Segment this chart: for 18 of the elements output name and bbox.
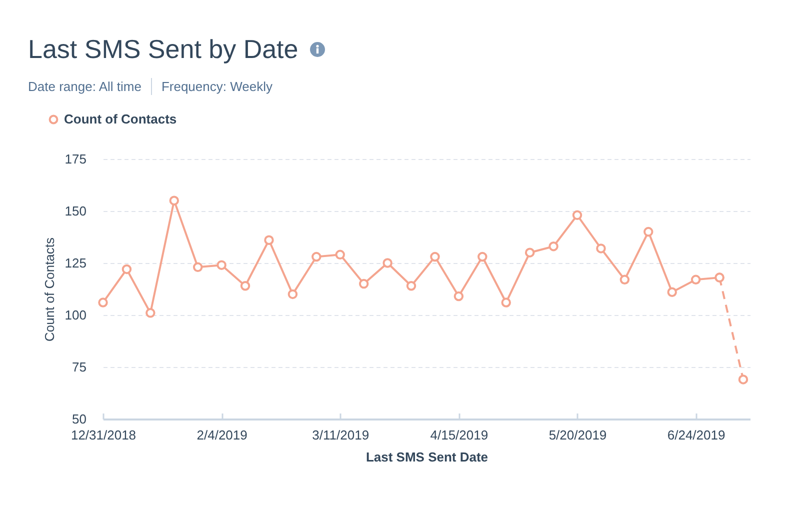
legend-label: Count of Contacts	[64, 112, 177, 126]
x-tick-label: 12/31/2018	[70, 428, 136, 442]
chart-title: Last SMS Sent by Date	[28, 34, 298, 64]
y-tick-label: 150	[64, 204, 86, 218]
y-tick-label: 50	[72, 412, 86, 426]
x-tick-label: 2/4/2019	[196, 428, 248, 442]
x-tick-label: 6/24/2019	[667, 428, 726, 442]
y-tick-label: 75	[72, 360, 86, 374]
x-axis-title: Last SMS Sent Date	[366, 450, 488, 464]
y-tick-label: 175	[64, 152, 86, 166]
y-axis-title: Count of Contacts	[42, 236, 57, 342]
x-tick-label: 5/20/2019	[548, 428, 607, 442]
text: Frequency: Weekly	[161, 78, 272, 94]
y-tick-label: 125	[64, 256, 86, 270]
x-tick-label: 4/15/2019	[430, 428, 488, 442]
chart-subtitle: Date range: All time	[28, 78, 142, 94]
x-tick-label: 3/11/2019	[312, 428, 370, 442]
y-tick-label: 100	[64, 308, 86, 322]
